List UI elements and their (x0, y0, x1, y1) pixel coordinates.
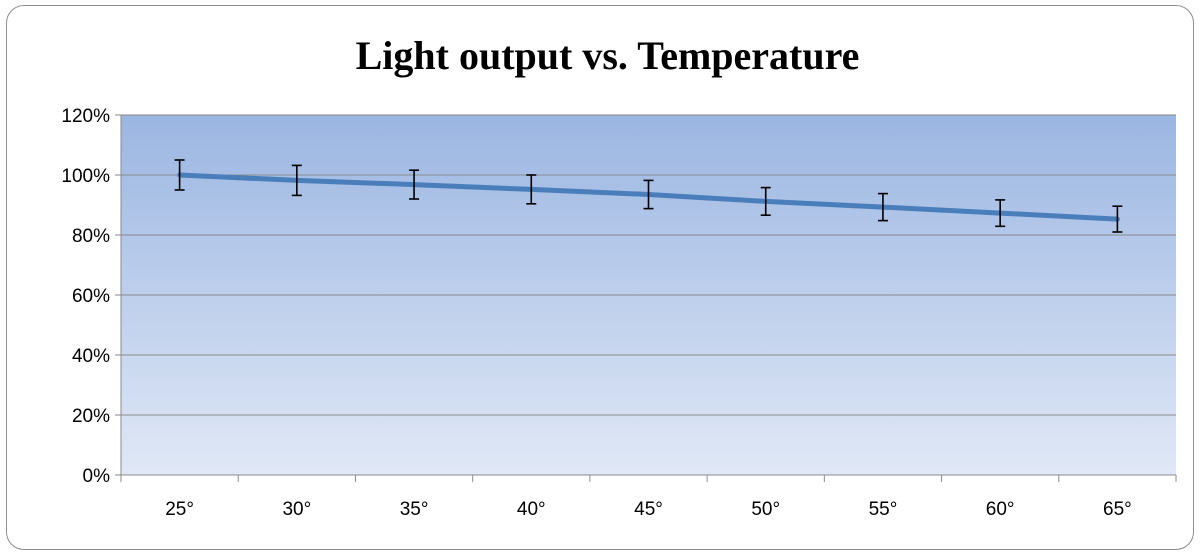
y-tick-label: 0% (83, 466, 111, 487)
y-tick-label: 20% (72, 406, 110, 427)
y-tick-label: 120% (61, 106, 110, 127)
x-tick-label: 45° (634, 499, 663, 520)
x-tick-label: 60° (986, 499, 1015, 520)
x-tick-label: 25° (165, 499, 194, 520)
x-tick-label: 40° (517, 499, 546, 520)
y-tick-label: 100% (61, 166, 110, 187)
y-tick-label: 40% (72, 346, 110, 367)
x-axis-tick-labels: 25° 30° 35° 40° 45° 50° 55° 60° 65° (165, 499, 1132, 520)
x-tick-label: 65° (1103, 499, 1132, 520)
y-tick-label: 80% (72, 226, 110, 247)
x-tick-label: 50° (751, 499, 780, 520)
x-tick-label: 30° (282, 499, 311, 520)
x-tick-label: 55° (869, 499, 898, 520)
y-tick-label: 60% (72, 286, 110, 307)
y-axis-tick-labels: 0% 20% 40% 60% 80% 100% 120% (61, 106, 110, 487)
x-tick-label: 35° (400, 499, 429, 520)
